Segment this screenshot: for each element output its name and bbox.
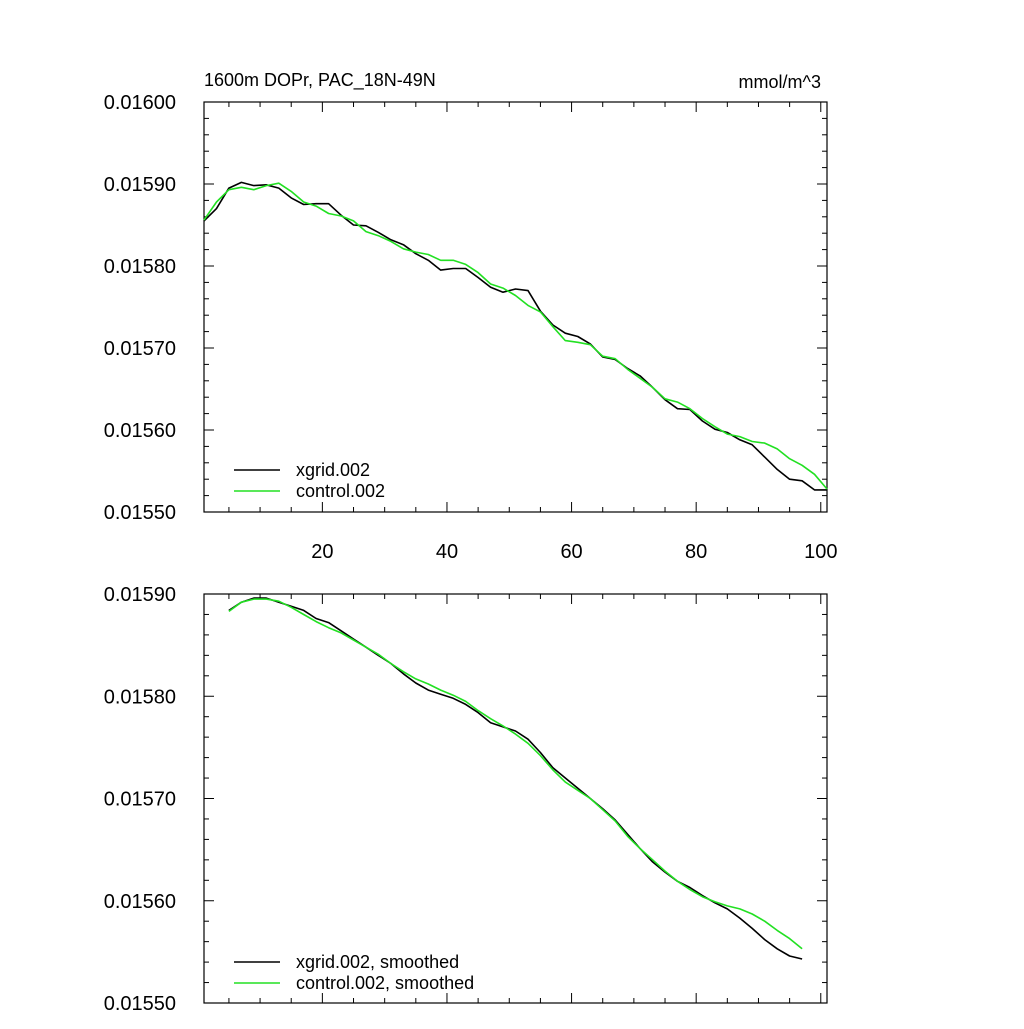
x-tick-label: 40 (436, 541, 458, 563)
y-tick-label: 0.01550 (104, 502, 176, 524)
y-tick-label: 0.01580 (104, 256, 176, 278)
plot-frame (203, 101, 828, 513)
legend-label: xgrid.002 (296, 460, 370, 480)
chart-panel-2: 0.01550 0.01560 0.01570 0.01580 0.01590 xgrid… (104, 584, 828, 1015)
series-line-xgrid-002 (203, 181, 827, 491)
series-line-control-002-smoothed (228, 598, 803, 950)
plot-frame (203, 593, 828, 1004)
x-tick-label: 60 (560, 541, 582, 563)
y-tick-label: 0.01550 (104, 993, 176, 1015)
chart-title: 1600m DOPr, PAC_18N-49N (204, 70, 436, 91)
y-tick-label: 0.01570 (104, 338, 176, 360)
series-line-xgrid-002-smoothed (228, 597, 803, 960)
y-tick-label: 0.01600 (104, 92, 176, 114)
y-tick-label: 0.01580 (104, 686, 176, 708)
y-tick-label: 0.01560 (104, 891, 176, 913)
y-tick-label: 0.01590 (104, 174, 176, 196)
y-tick-label: 0.01590 (104, 584, 176, 606)
chart-units: mmol/m^3 (739, 72, 821, 92)
y-tick-label: 0.01560 (104, 420, 176, 442)
x-tick-label: 80 (685, 541, 707, 563)
series-line-control-002 (203, 182, 828, 490)
x-tick-label: 100 (804, 541, 837, 563)
legend-label: xgrid.002, smoothed (296, 952, 459, 972)
legend-label: control.002 (296, 481, 385, 501)
y-tick-label: 0.01570 (104, 789, 176, 811)
legend-label: control.002, smoothed (296, 973, 474, 993)
chart-panel-1: 20 40 60 80 100 0.01550 0.01560 0.01570 0.01580 0… (104, 70, 838, 563)
x-tick-label: 20 (311, 541, 333, 563)
